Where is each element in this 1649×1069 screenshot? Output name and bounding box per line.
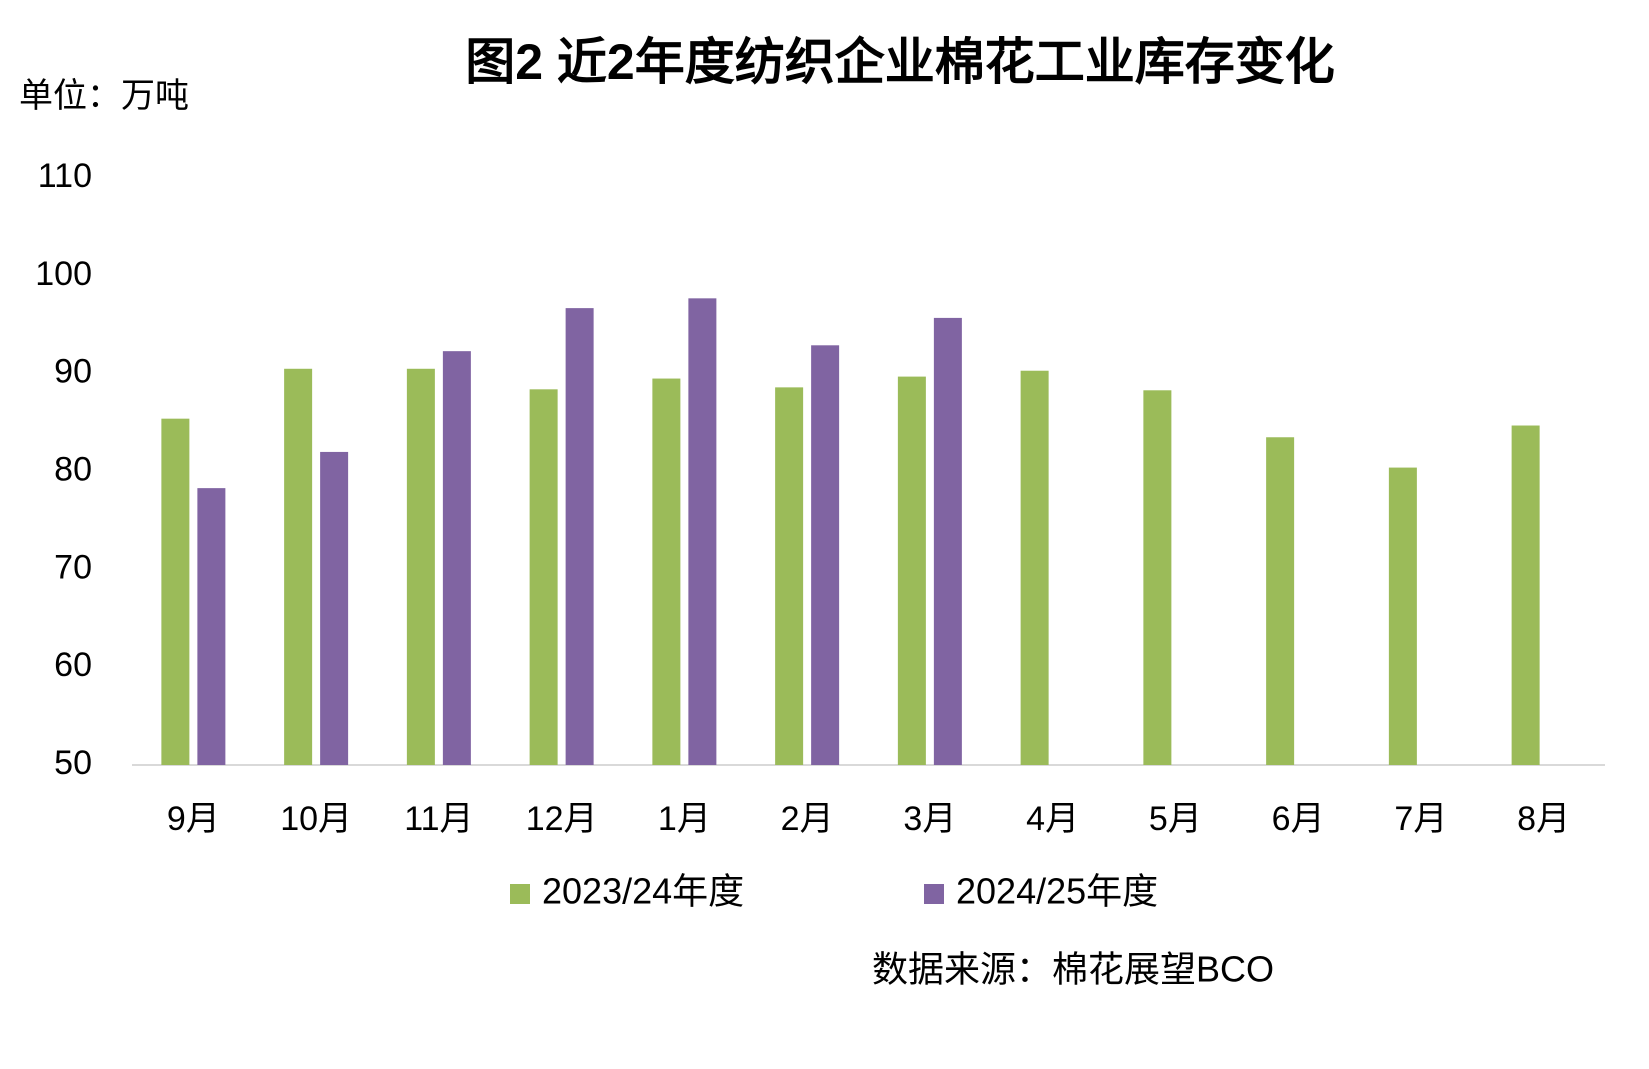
x-tick-label: 1月 [658,800,711,838]
y-unit-label: 单位：万吨 [19,77,189,115]
bar [1388,467,1417,765]
bar [565,308,594,765]
x-tick-label: 10月 [280,800,352,838]
y-tick-label: 60 [54,646,92,684]
bar [1511,425,1540,765]
x-tick-label: 8月 [1517,800,1570,838]
bar [652,378,681,765]
bar [320,451,349,765]
legend-swatch [510,884,530,904]
x-tick-label: 3月 [903,800,956,838]
bar [1266,437,1295,765]
y-tick-label: 50 [54,744,92,782]
y-tick-label: 110 [38,157,92,195]
x-tick-label: 9月 [167,800,220,838]
bar [933,317,962,765]
legend-swatch [924,884,944,904]
bar [897,376,926,765]
bar [406,368,435,765]
x-tick-label: 6月 [1272,800,1325,838]
bar [688,298,717,765]
y-tick-label: 100 [35,255,92,293]
legend-label: 2023/24年度 [542,871,744,912]
y-tick-label: 70 [54,548,92,586]
source-note: 数据来源：棉花展望BCO [872,949,1274,990]
chart-title: 图2 近2年度纺织企业棉花工业库存变化 [465,34,1335,90]
bar [197,488,226,765]
bar [811,345,840,765]
bar [442,351,471,765]
y-tick-label: 90 [54,353,92,391]
y-tick-label: 80 [54,450,92,488]
bar [529,389,558,765]
bar [1020,370,1049,765]
x-tick-label: 4月 [1026,800,1079,838]
bar [775,387,804,765]
x-tick-label: 2月 [781,800,834,838]
bar [284,368,313,765]
x-tick-label: 11月 [404,800,473,838]
bar [161,418,190,765]
x-tick-label: 5月 [1149,800,1202,838]
bar [1143,390,1172,765]
x-tick-label: 7月 [1394,800,1447,838]
x-tick-label: 12月 [526,800,598,838]
legend-label: 2024/25年度 [956,871,1158,912]
